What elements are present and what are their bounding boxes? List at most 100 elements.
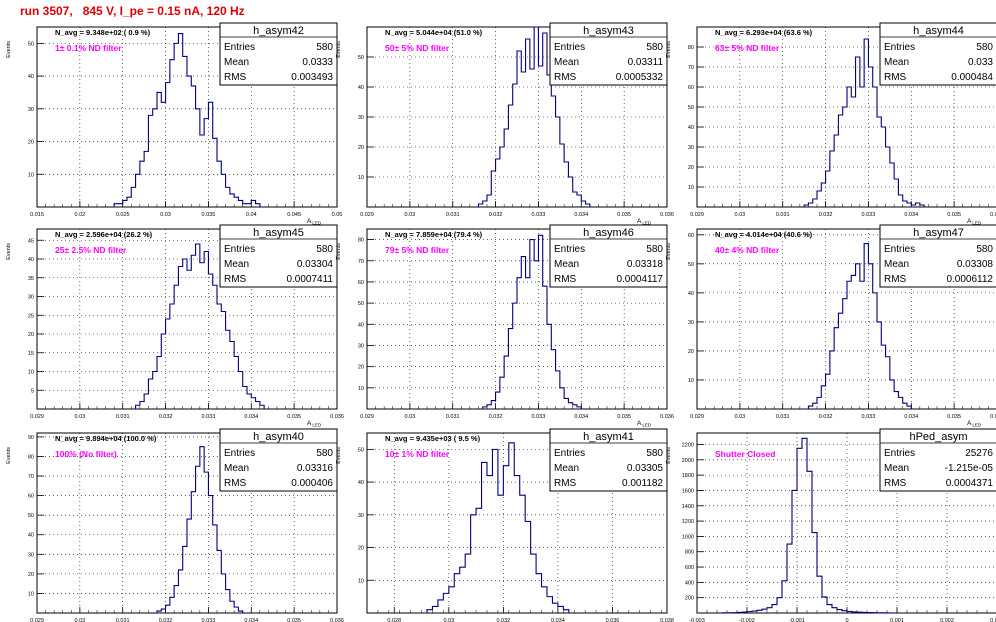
histogram-bin — [890, 163, 894, 207]
histogram-name: h_asym46 — [583, 227, 634, 239]
histogram-bin — [187, 270, 191, 409]
histogram-bin — [802, 438, 807, 613]
filter-label: 1± 0.1% ND filter — [55, 43, 122, 53]
histogram-bin — [886, 147, 890, 207]
histogram-bin — [808, 203, 812, 207]
histogram-bin — [817, 397, 821, 409]
histogram-bin — [877, 322, 881, 409]
x-tick-label: 0.034 — [574, 414, 588, 420]
histogram-bin — [487, 405, 491, 409]
histogram-bin — [183, 546, 187, 613]
x-tick-label: 0.036 — [330, 414, 344, 420]
histogram-bin — [847, 611, 852, 613]
histogram-bin — [792, 490, 797, 613]
x-tick-label: 0.033 — [532, 212, 546, 218]
y-tick-label: 20 — [688, 165, 694, 171]
histogram-bin — [178, 267, 182, 410]
y-tick-label: 35 — [28, 276, 34, 282]
histogram-bin — [826, 374, 830, 409]
histogram-h_asym42: 0.015 0.02 0.025 0.03 0.035 0.04 0.045 0.05 10 20… — [6, 22, 342, 226]
y-tick-label: 70 — [688, 65, 694, 71]
histogram-bin — [536, 574, 541, 613]
filter-label: 25± 2.5% ND filter — [55, 245, 127, 255]
histogram-bin — [586, 204, 590, 207]
stat-label: Mean — [884, 57, 909, 68]
stat-label: RMS — [224, 478, 247, 489]
x-tick-label: 0.015 — [30, 212, 44, 218]
stat-value: 0.03311 — [628, 57, 664, 68]
histogram-bin — [476, 508, 481, 613]
histogram-bin — [148, 379, 152, 409]
stat-value: 0.03316 — [297, 463, 334, 474]
x-tick-label: 0.025 — [116, 212, 130, 218]
histogram-bin — [847, 87, 851, 207]
histogram-bin — [737, 612, 742, 613]
histogram-bin — [140, 161, 144, 207]
stat-value: 0.0004371 — [946, 478, 994, 489]
y-tick-label: 40 — [358, 85, 364, 91]
histogram-bin — [161, 102, 165, 207]
histogram-bin — [204, 252, 208, 410]
x-tick-label: 0.031 — [116, 618, 130, 622]
histogram-bin — [856, 57, 860, 207]
histogram-bin — [213, 525, 217, 613]
histogram-bin — [817, 191, 821, 207]
histogram-bin — [504, 129, 508, 207]
x-tick-label: -0.002 — [739, 618, 755, 622]
histogram-bin — [460, 567, 465, 613]
x-tick-label: 0.036 — [330, 618, 344, 622]
y-tick-label: 10 — [358, 578, 364, 584]
histogram-bin — [538, 235, 542, 409]
histogram-bin — [157, 357, 161, 410]
x-tick-label: 0.03 — [404, 212, 415, 218]
histogram-bin — [830, 151, 834, 207]
histogram-bin — [542, 587, 547, 613]
y-tick-label: 45 — [28, 238, 34, 244]
histogram-bin — [238, 372, 242, 410]
y-tick-label: 40 — [358, 322, 364, 328]
filter-label: 50± 5% ND filter — [385, 43, 450, 53]
histogram-bin — [517, 278, 521, 409]
histogram-bin — [221, 574, 225, 613]
stat-label: Entries — [554, 448, 585, 459]
histogram-bin — [860, 87, 864, 207]
x-tick-label: 0.03 — [734, 414, 745, 420]
stat-value: 580 — [316, 244, 333, 255]
x-tick-label: 0.034 — [574, 212, 588, 218]
stat-label: RMS — [554, 274, 577, 285]
histogram-bin — [500, 377, 504, 409]
y-tick-label: 200 — [685, 596, 694, 602]
x-tick-label: 0.003 — [990, 618, 996, 622]
x-tick-label: 0.035 — [287, 414, 301, 420]
y-tick-label: 400 — [685, 580, 694, 586]
filter-label: Shutter Closed — [715, 449, 775, 459]
histogram-bin — [238, 200, 242, 207]
histogram-bin — [787, 544, 792, 613]
histogram-bin — [454, 574, 459, 613]
y-axis-label: Events — [666, 447, 672, 464]
histogram-bin — [808, 406, 812, 409]
histogram-bin — [483, 407, 487, 409]
histogram-bins — [803, 38, 925, 207]
y-axis-label: Events — [666, 243, 672, 260]
histogram-bin — [217, 550, 221, 613]
stat-label: Entries — [884, 448, 915, 459]
y-tick-label: 70 — [28, 474, 34, 480]
histogram-bin — [556, 371, 560, 409]
stat-value: 0.000484 — [951, 72, 993, 83]
y-tick-label: 20 — [358, 145, 364, 151]
navg-label: N_avg = 9.348e+02 ( 0.9 %) — [55, 28, 151, 37]
histogram-bin — [183, 56, 187, 207]
histogram-bin — [573, 192, 577, 207]
histogram-bin — [916, 203, 920, 207]
histogram-name: h_asym45 — [253, 227, 304, 239]
histogram-bin — [804, 205, 808, 207]
y-tick-label: 5 — [31, 388, 34, 394]
histogram-bin — [144, 151, 148, 207]
x-tick-label: 0.001 — [890, 618, 904, 622]
navg-label: N_avg = 7.859e+04 (79.4 %) — [385, 230, 483, 239]
y-tick-label: 50 — [358, 55, 364, 61]
histogram-bin — [187, 76, 191, 207]
histogram-bin — [438, 600, 443, 613]
histogram-bin — [491, 401, 495, 409]
